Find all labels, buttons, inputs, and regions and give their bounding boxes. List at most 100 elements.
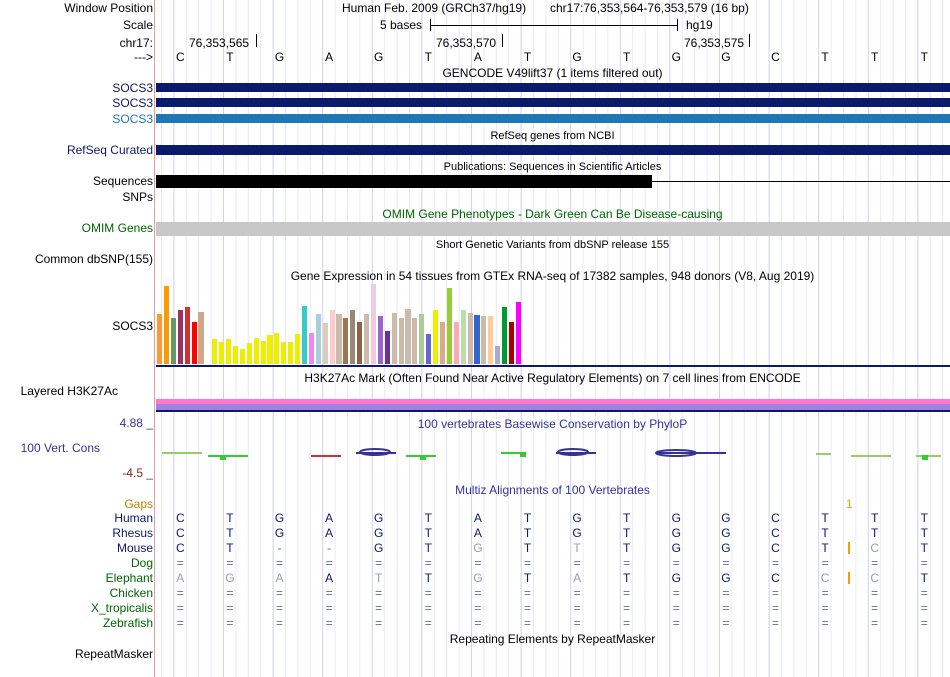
species-label[interactable]: Dog — [130, 556, 153, 570]
aligned-base: = — [375, 616, 383, 630]
h3k27ac-signal-purple[interactable] — [156, 404, 950, 410]
species-label[interactable]: X_tropicalis — [90, 601, 153, 615]
gtex-tissue-bar[interactable] — [481, 316, 487, 364]
aligned-base: A — [325, 526, 334, 540]
species-label[interactable]: Human — [114, 511, 153, 525]
species-label[interactable]: Chicken — [109, 586, 153, 600]
gtex-tissue-bar[interactable] — [212, 339, 218, 364]
gtex-tissue-bar[interactable] — [357, 322, 363, 364]
gtex-tissue-bar[interactable] — [453, 322, 459, 364]
gtex-tissue-bar[interactable] — [239, 349, 245, 364]
gtex-tissue-bar[interactable] — [281, 342, 287, 364]
gtex-tissue-bar[interactable] — [384, 331, 390, 364]
aligned-base: T — [523, 571, 532, 585]
gtex-tissue-bar[interactable] — [426, 334, 432, 364]
gtex-tissue-bar[interactable] — [246, 343, 252, 364]
publication-sequence-line[interactable] — [652, 181, 950, 182]
gtex-tissue-bar[interactable] — [467, 313, 473, 364]
aligned-base: T — [623, 526, 631, 540]
phylop-mark — [356, 452, 396, 454]
gtex-tissue-bar[interactable] — [253, 338, 259, 364]
snps-label[interactable]: SNPs — [122, 190, 153, 204]
aligned-base: C — [820, 571, 830, 585]
gtex-label[interactable]: SOCS3 — [112, 319, 153, 333]
species-label[interactable]: Zebrafish — [102, 616, 153, 630]
gtex-tissue-bar[interactable] — [515, 302, 521, 364]
gtex-tissue-bar[interactable] — [412, 318, 418, 364]
gtex-tissue-bar[interactable] — [446, 288, 452, 364]
refseq-transcript[interactable] — [156, 145, 950, 155]
reference-base: G — [572, 50, 582, 64]
gtex-tissue-bar[interactable] — [198, 312, 204, 364]
aligned-base: T — [920, 541, 928, 555]
gtex-tissue-bar[interactable] — [398, 318, 404, 364]
gtex-tissue-bar[interactable] — [508, 322, 515, 364]
gtex-tissue-bar[interactable] — [232, 346, 239, 364]
repeatmasker-label[interactable]: RepeatMasker — [74, 647, 153, 661]
sequences-label[interactable]: Sequences — [92, 174, 153, 188]
h3k27ac-label[interactable]: Layered H3K27Ac — [20, 384, 118, 398]
gtex-tissue-bar[interactable] — [308, 333, 314, 364]
refseq-label[interactable]: RefSeq Curated — [66, 143, 153, 157]
gtex-tissue-bar[interactable] — [315, 314, 321, 364]
gtex-tissue-bar[interactable] — [495, 346, 501, 364]
h3k27ac-signal-pink[interactable] — [156, 399, 950, 404]
gtex-tissue-bar[interactable] — [329, 310, 335, 364]
socs3-label-2[interactable]: SOCS3 — [112, 96, 153, 110]
omim-label[interactable]: OMIM Genes — [81, 221, 153, 235]
scale-text: 5 bases — [380, 18, 423, 32]
gtex-tissue-bar[interactable] — [377, 316, 383, 364]
gtex-tissue-bar[interactable] — [433, 310, 439, 364]
gtex-tissue-bar[interactable] — [219, 342, 225, 364]
aligned-base: = — [325, 616, 333, 630]
socs3-label-1[interactable]: SOCS3 — [112, 81, 153, 95]
gtex-tissue-bar[interactable] — [301, 306, 308, 364]
gtex-tissue-bar[interactable] — [350, 310, 356, 364]
strand-arrow-label: ---> — [134, 50, 153, 64]
gtex-tissue-bar[interactable] — [343, 318, 349, 364]
phylop-conservation-plot[interactable] — [156, 440, 950, 470]
gtex-tissue-bar[interactable] — [370, 284, 377, 364]
gtex-tissue-bar[interactable] — [288, 342, 294, 364]
gtex-tissue-bar[interactable] — [177, 310, 183, 364]
gtex-tissue-bar[interactable] — [460, 310, 466, 364]
gtex-tissue-bar[interactable] — [474, 315, 480, 364]
socs3-transcript-2[interactable] — [156, 98, 950, 107]
label-divider — [154, 0, 155, 677]
aligned-base: T — [920, 571, 928, 585]
aligned-base: T — [226, 526, 234, 540]
gtex-tissue-bar[interactable] — [163, 286, 170, 364]
gtex-tissue-bar[interactable] — [439, 322, 446, 364]
gtex-tissue-bar[interactable] — [157, 314, 163, 364]
gtex-tissue-bar[interactable] — [205, 340, 211, 364]
cons-label[interactable]: 100 Vert. Cons — [20, 441, 100, 455]
species-label[interactable]: Rhesus — [112, 526, 153, 540]
publication-sequence-block[interactable] — [156, 175, 652, 188]
gtex-tissue-bar[interactable] — [364, 314, 370, 364]
socs3-transcript-3[interactable] — [156, 114, 950, 123]
gtex-tissue-bar[interactable] — [322, 323, 328, 364]
repeatmasker-track-title: Repeating Elements by RepeatMasker — [449, 632, 656, 646]
gtex-tissue-bar[interactable] — [170, 318, 176, 364]
aligned-base: = — [821, 616, 829, 630]
gtex-tissue-bar[interactable] — [295, 334, 301, 364]
gaps-label[interactable]: Gaps — [124, 497, 153, 511]
gtex-tissue-bar[interactable] — [419, 314, 425, 364]
gtex-tissue-bar[interactable] — [488, 316, 494, 364]
species-label[interactable]: Elephant — [105, 571, 153, 585]
gtex-tissue-bar[interactable] — [405, 309, 411, 364]
gtex-tissue-bar[interactable] — [184, 307, 190, 364]
dbsnp-label[interactable]: Common dbSNP(155) — [34, 252, 153, 266]
gtex-tissue-bar[interactable] — [502, 307, 508, 364]
gtex-tissue-bar[interactable] — [274, 333, 280, 364]
socs3-transcript-1[interactable] — [156, 83, 950, 92]
gtex-tissue-bar[interactable] — [226, 339, 232, 364]
gtex-tissue-bar[interactable] — [191, 322, 197, 364]
omim-gene-bar[interactable] — [156, 222, 950, 236]
gtex-tissue-bar[interactable] — [260, 341, 266, 364]
species-label[interactable]: Mouse — [116, 541, 153, 555]
gtex-tissue-bar[interactable] — [267, 335, 273, 364]
gtex-tissue-bar[interactable] — [336, 314, 342, 364]
socs3-label-3[interactable]: SOCS3 — [112, 112, 153, 126]
gtex-tissue-bar[interactable] — [391, 313, 397, 364]
